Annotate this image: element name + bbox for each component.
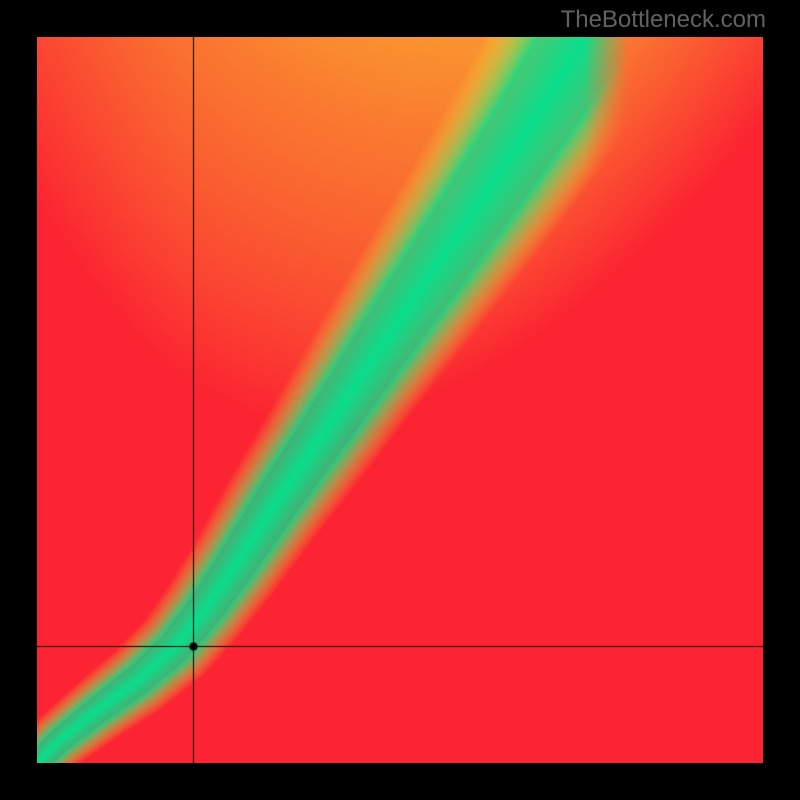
watermark-text: TheBottleneck.com (561, 6, 766, 34)
bottleneck-heatmap (37, 37, 763, 763)
chart-container: TheBottleneck.com (0, 0, 800, 800)
